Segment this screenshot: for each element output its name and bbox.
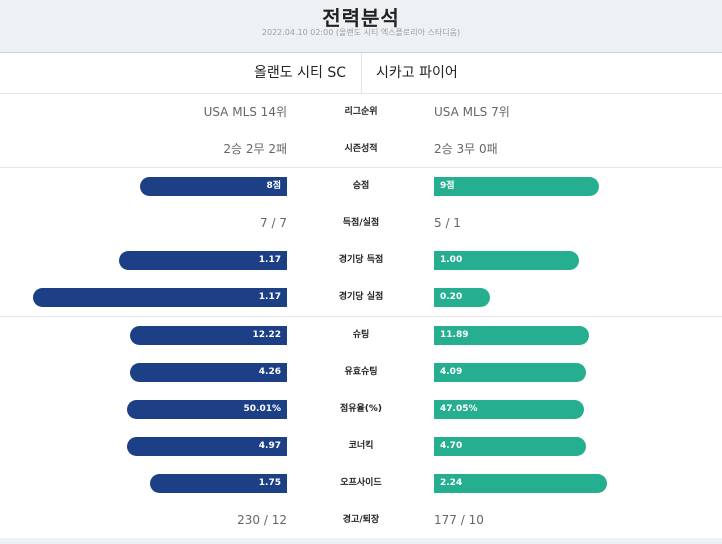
- stat-label: 승점: [352, 181, 370, 191]
- stat-row: 경기당 득점 1.17 1.00: [0, 242, 722, 279]
- home-stat-bar: 1.17: [119, 251, 287, 270]
- stat-label: 시즌성적: [344, 144, 378, 154]
- page-header: 전력분석 2022.04.10 02:00 (올랜도 시티 엑스플로리아 스타디…: [0, 0, 722, 53]
- away-stat-bar: 11.89: [434, 326, 589, 345]
- stat-row: 코너킥 4.97 4.70: [0, 428, 722, 465]
- stat-row: 슈팅 12.22 11.89: [0, 317, 722, 354]
- away-stat-value: 177 / 10: [434, 513, 484, 527]
- stat-label: 득점/실점: [342, 218, 380, 228]
- home-stat-bar: 4.26: [130, 363, 287, 382]
- home-stat-value: 2승 2무 2패: [223, 142, 287, 156]
- home-stat-bar: 1.75: [150, 474, 287, 493]
- stat-label: 슈팅: [352, 330, 370, 340]
- stat-row: 득점/실점 7 / 7 5 / 1: [0, 205, 722, 242]
- home-stat-value: 230 / 12: [237, 513, 287, 527]
- away-stat-value: 5 / 1: [434, 216, 461, 230]
- away-stat-bar: 47.05%: [434, 400, 584, 419]
- away-stat-value: USA MLS 7위: [434, 105, 510, 119]
- team-header: 올랜도 시티 SC 시카고 파이어: [0, 53, 722, 94]
- stat-label: 리그순위: [344, 107, 378, 117]
- footer-strip: [0, 538, 722, 544]
- team-divider: [361, 53, 362, 93]
- stat-row: 점유율(%) 50.01% 47.05%: [0, 391, 722, 428]
- stat-label: 경기당 득점: [338, 255, 384, 265]
- away-stat-bar: 0.20: [434, 288, 490, 307]
- stat-row: 경기당 실점 1.17 0.20: [0, 279, 722, 316]
- stat-row: 오프사이드 1.75 2.24: [0, 465, 722, 502]
- stat-label: 점유율(%): [339, 404, 383, 414]
- stat-row: 시즌성적 2승 2무 2패 2승 3무 0패: [0, 131, 722, 168]
- home-stat-bar: 8점: [140, 177, 287, 196]
- home-stat-value: USA MLS 14위: [203, 105, 287, 119]
- stat-row: 경고/퇴장 230 / 12 177 / 10: [0, 502, 722, 539]
- away-team-name[interactable]: 시카고 파이어: [376, 65, 458, 81]
- home-stat-bar: 12.22: [130, 326, 287, 345]
- match-info: 2022.04.10 02:00 (올랜도 시티 엑스플로리아 스타디움): [261, 28, 461, 37]
- section-divider: [0, 316, 722, 317]
- section-divider: [0, 167, 722, 168]
- home-stat-bar: 1.17: [33, 288, 287, 307]
- stat-row: 리그순위 USA MLS 14위 USA MLS 7위: [0, 94, 722, 131]
- away-stat-value: 2승 3무 0패: [434, 142, 498, 156]
- stat-label: 경고/퇴장: [342, 515, 380, 525]
- home-stat-bar: 4.97: [127, 437, 287, 456]
- home-stat-bar: 50.01%: [127, 400, 287, 419]
- home-team-name[interactable]: 올랜도 시티 SC: [254, 65, 346, 81]
- stat-row: 승점 8점 9점: [0, 168, 722, 205]
- away-stat-bar: 2.24: [434, 474, 607, 493]
- page-title: 전력분석: [322, 6, 400, 30]
- stat-label: 유효슈팅: [344, 367, 378, 377]
- home-stat-value: 7 / 7: [260, 216, 287, 230]
- stat-label: 오프사이드: [340, 478, 382, 488]
- stat-label: 코너킥: [348, 441, 374, 451]
- away-stat-bar: 4.70: [434, 437, 586, 456]
- away-stat-bar: 9점: [434, 177, 599, 196]
- stat-label: 경기당 실점: [338, 292, 384, 302]
- away-stat-bar: 4.09: [434, 363, 586, 382]
- away-stat-bar: 1.00: [434, 251, 579, 270]
- stat-row: 유효슈팅 4.26 4.09: [0, 354, 722, 391]
